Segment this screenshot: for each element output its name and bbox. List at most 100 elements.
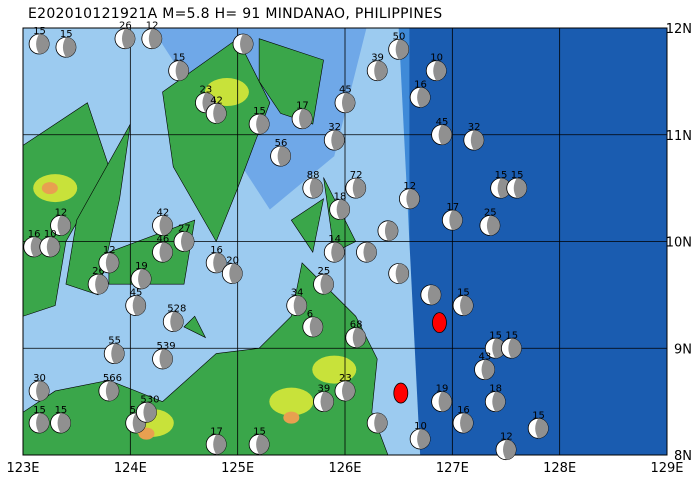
event-depth-label: 88 [307, 170, 320, 181]
compressional-quadrant [309, 316, 323, 337]
compressional-quadrant [470, 130, 484, 151]
compressional-quadrant [513, 178, 527, 199]
map-title: E202010121921A M=5.8 H= 91 MINDANAO, PHI… [28, 6, 443, 22]
compressional-quadrant [95, 274, 109, 295]
event-depth-label: 72 [350, 170, 363, 181]
compressional-quadrant [352, 178, 366, 199]
event-depth-label: 32 [468, 122, 481, 133]
event-depth-label: 45 [339, 85, 352, 96]
focal-mechanism [232, 33, 254, 55]
event-depth-label: 15 [253, 426, 266, 437]
event-depth-label: 15 [60, 29, 73, 40]
event-depth-label: 20 [226, 256, 239, 267]
lon-tick-label: 128E [543, 461, 576, 476]
event-depth-label: 12 [55, 207, 68, 218]
event-depth-label: 30 [33, 373, 46, 384]
event-depth-label: 26 [119, 21, 132, 32]
compressional-quadrant [417, 428, 431, 449]
compressional-quadrant [181, 231, 194, 252]
focal-mechanism [302, 316, 324, 338]
compressional-quadrant [395, 39, 409, 60]
focal-mechanism [205, 103, 227, 124]
focal-mechanism [452, 295, 474, 316]
compressional-quadrant [256, 434, 270, 455]
focal-mechanism [329, 199, 351, 220]
compressional-quadrant [213, 434, 227, 455]
event-depth-label: 46 [157, 234, 170, 245]
focal-mechanism [527, 417, 549, 439]
focal-mechanism [103, 343, 125, 364]
lon-tick-label: 123E [6, 461, 39, 476]
compressional-quadrant [438, 391, 452, 412]
event-depth-label: 23 [199, 85, 212, 96]
lat-tick-label: 12N [666, 22, 692, 37]
compressional-quadrant [132, 295, 146, 316]
focal-mechanism [98, 380, 120, 402]
compressional-quadrant [331, 242, 345, 263]
focal-mechanism [28, 412, 50, 434]
focal-mechanism [28, 380, 50, 402]
compressional-quadrant [121, 28, 135, 49]
focal-mechanism [168, 60, 190, 82]
focal-mechanism [39, 236, 61, 258]
event-depth-label: 45 [130, 288, 143, 299]
focal-mechanism [366, 412, 388, 434]
focal-mechanism [409, 86, 431, 108]
mountain-peak [283, 411, 300, 424]
focal-mechanism [474, 359, 495, 381]
landmass [290, 198, 324, 253]
compressional-quadrant [36, 412, 50, 433]
focal-mechanism [484, 391, 506, 413]
compressional-quadrant [309, 178, 323, 199]
compressional-quadrant [486, 215, 500, 236]
event-depth-label: 15 [505, 330, 518, 341]
compressional-quadrant [497, 178, 511, 199]
compressional-quadrant [62, 37, 76, 58]
focal-mechanism [114, 28, 136, 50]
event-depth-label: 15 [511, 170, 524, 181]
compressional-quadrant [374, 412, 388, 433]
compressional-quadrant [138, 268, 152, 289]
event-depth-label: 25 [484, 207, 497, 218]
focal-mechanism [345, 327, 367, 348]
lon-tick-label: 124E [114, 461, 147, 476]
focal-mechanism [452, 412, 474, 434]
event-depth-label: 17 [210, 426, 223, 437]
lon-tick-label: 129E [650, 461, 683, 476]
compressional-quadrant [433, 60, 447, 81]
event-depth-label: 50 [393, 31, 406, 42]
event-depth-label: 19 [436, 384, 449, 395]
focal-mechanism [270, 145, 292, 167]
focal-mechanism [420, 284, 442, 306]
focal-mechanism [291, 108, 313, 130]
compressional-quadrant [143, 402, 157, 423]
landmass [65, 123, 131, 296]
focal-mechanism [506, 177, 528, 199]
event-depth-label: 56 [275, 138, 288, 149]
compressional-quadrant [492, 338, 506, 359]
focal-mechanism [313, 273, 334, 295]
compressional-quadrant [111, 343, 125, 364]
compressional-quadrant [256, 114, 270, 135]
compressional-quadrant [320, 274, 334, 295]
focal-mechanism [87, 273, 109, 295]
compressional-quadrant [363, 242, 377, 263]
compressional-quadrant [336, 199, 350, 220]
compressional-quadrant [503, 439, 516, 460]
focal-mechanism [345, 177, 367, 199]
compressional-quadrant [481, 359, 495, 380]
event-depth-label: 16 [210, 245, 223, 256]
compressional-quadrant [159, 348, 173, 369]
focal-mechanism [388, 38, 410, 60]
lat-tick-label: 10N [666, 236, 692, 251]
event-depth-label: 16 [28, 229, 41, 240]
compressional-quadrant [342, 380, 355, 401]
event-depth-label: 15 [495, 170, 508, 181]
focal-mechanism [50, 412, 71, 434]
event-depth-label: 530 [140, 394, 159, 405]
event-depth-label: 25 [318, 266, 331, 277]
focal-mechanism [431, 124, 453, 146]
event-depth-label: 55 [108, 336, 121, 347]
compressional-quadrant [175, 60, 189, 81]
